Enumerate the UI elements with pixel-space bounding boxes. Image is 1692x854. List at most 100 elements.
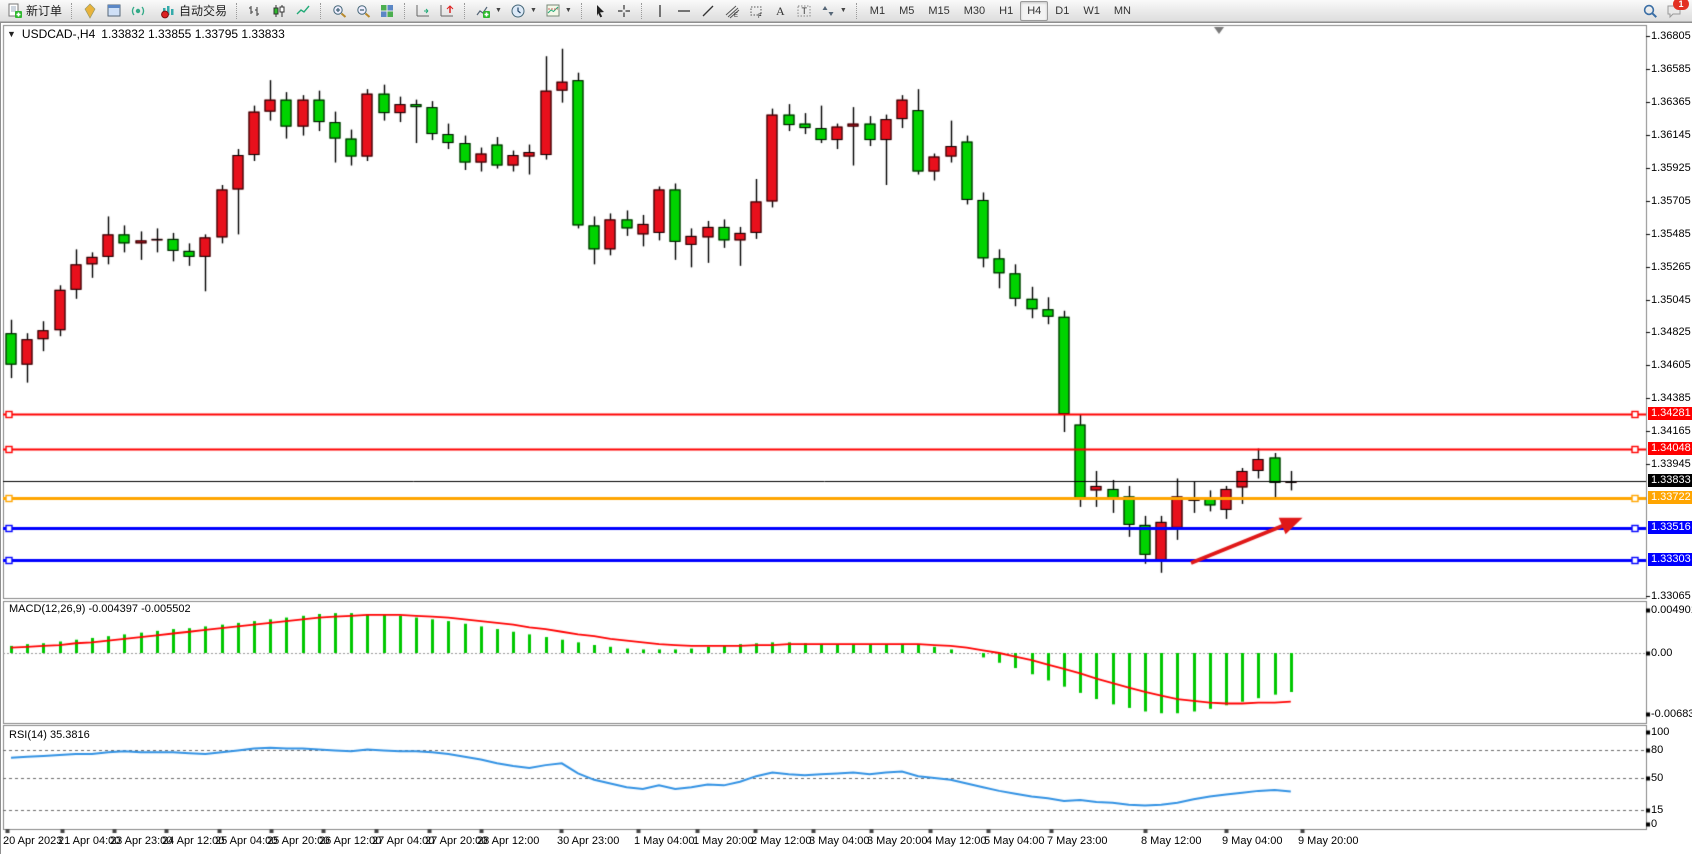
chat-button[interactable]: 1 — [1666, 0, 1689, 19]
timeframe-button-m30[interactable]: M30 — [963, 4, 986, 17]
period-button[interactable]: ▼ — [506, 0, 541, 21]
vertical-line-button[interactable] — [648, 0, 672, 21]
time-axis-label: 1 May 20:00 — [693, 835, 754, 847]
template-button[interactable]: ▼ — [541, 0, 576, 21]
time-axis-label: 3 May 04:00 — [809, 835, 870, 847]
new-order-icon — [7, 3, 23, 19]
price-axis-label: 1.36585 — [1651, 63, 1691, 75]
time-axis-label: 26 Apr 12:00 — [319, 835, 382, 847]
tile-windows-button[interactable] — [375, 0, 399, 21]
market-watch-icon — [82, 3, 98, 19]
rsi-axis-label: 0 — [1651, 818, 1658, 830]
timeframe-button-h1[interactable]: H1 — [999, 4, 1014, 17]
time-axis-label: 27 Apr 20:00 — [425, 835, 488, 847]
zoom-in-button[interactable] — [327, 0, 351, 21]
macd-axis-label: -0.006838 — [1651, 708, 1692, 720]
auto-scroll-button[interactable] — [411, 0, 435, 21]
chart-title[interactable]: ▼ USDCAD-,H4 1.33832 1.33855 1.33795 1.3… — [7, 27, 285, 41]
price-axis-label: 1.33065 — [1651, 590, 1691, 602]
time-axis-label: 21 Apr 04:00 — [58, 835, 121, 847]
timeframe-toolbar: M1 M5 M15 M30 H1 H4 D1 W1 MN — [860, 0, 1141, 22]
toolbar-separator — [464, 2, 466, 19]
svg-text:T: T — [801, 6, 807, 16]
time-axis-label: 3 May 20:00 — [867, 835, 928, 847]
time-axis-label: 4 May 12:00 — [926, 835, 987, 847]
navigator-icon — [106, 3, 122, 19]
time-axis-label: 27 Apr 04:00 — [372, 835, 435, 847]
chart-window: ▼ USDCAD-,H4 1.33832 1.33855 1.33795 1.3… — [0, 22, 1692, 854]
autotrading-button[interactable]: 自动交易 — [156, 0, 231, 21]
search-icon[interactable] — [1642, 3, 1658, 19]
navigator-button[interactable] — [102, 0, 126, 21]
zoom-out-button[interactable] — [351, 0, 375, 21]
rsi-axis-label: 100 — [1651, 726, 1670, 738]
timeframe-button-m15[interactable]: M15 — [928, 4, 950, 17]
timeframe-button-m5[interactable]: M5 — [899, 4, 915, 17]
trendline-button[interactable] — [696, 0, 720, 21]
macd-axis-label: 0.00 — [1651, 647, 1673, 659]
new-order-label: 新订单 — [26, 4, 63, 18]
time-axis-label: 30 Apr 23:00 — [557, 835, 620, 847]
timeframe-button-w1[interactable]: W1 — [1083, 4, 1100, 17]
line-chart-button[interactable] — [291, 0, 315, 21]
price-axis-label: 1.35485 — [1651, 228, 1691, 240]
add-indicator-icon — [475, 3, 491, 19]
chart-ohlc-values: 1.33832 1.33855 1.33795 1.33833 — [101, 27, 285, 41]
rsi-axis-label: 15 — [1651, 804, 1664, 816]
dropdown-caret-icon: ▼ — [839, 7, 847, 14]
signal-button[interactable] — [126, 0, 150, 21]
price-axis-label: 1.36365 — [1651, 96, 1691, 108]
price-axis-label: 1.34385 — [1651, 392, 1691, 404]
level-price-badge: 1.33516 — [1648, 521, 1692, 534]
dropdown-caret-icon: ▼ — [529, 7, 537, 14]
timeframe-button-mn[interactable]: MN — [1113, 4, 1131, 17]
add-indicator-button[interactable]: ▼ — [471, 0, 506, 21]
bar-chart-button[interactable] — [243, 0, 267, 21]
time-axis-label: 5 May 04:00 — [984, 835, 1045, 847]
price-axis-label: 1.36805 — [1651, 30, 1691, 42]
candlestick-chart-button[interactable] — [267, 0, 291, 21]
line-chart-icon — [295, 3, 311, 19]
current-price-badge: 1.33833 — [1648, 474, 1692, 487]
time-axis-label: 2 May 12:00 — [751, 835, 812, 847]
dropdown-caret-icon: ▼ — [495, 7, 502, 14]
cursor-button[interactable] — [588, 0, 612, 21]
toolbar-separator — [855, 2, 858, 19]
tile-windows-icon — [379, 3, 395, 19]
timeframe-button-h4[interactable]: H4 — [1020, 0, 1049, 21]
chart-shift-button[interactable] — [435, 0, 459, 21]
svg-text:E: E — [734, 13, 738, 19]
channel-icon: F — [748, 3, 764, 19]
horizontal-line-icon — [676, 3, 692, 19]
crosshair-button[interactable] — [612, 0, 636, 21]
channel-button[interactable]: F — [744, 0, 768, 21]
time-axis-label: 8 May 12:00 — [1141, 835, 1202, 847]
rsi-axis-label: 80 — [1651, 744, 1664, 756]
arrows-icon — [820, 3, 836, 19]
arrows-button[interactable]: ▼ — [816, 0, 851, 21]
timeframe-button-m1[interactable]: M1 — [869, 4, 886, 17]
level-price-badge: 1.34281 — [1648, 407, 1692, 420]
price-chart-canvas[interactable] — [1, 23, 1692, 854]
level-price-badge: 1.33722 — [1648, 491, 1692, 504]
dropdown-caret-icon: ▼ — [564, 7, 572, 14]
text-button[interactable]: A — [768, 0, 792, 21]
price-axis-label: 1.35925 — [1651, 162, 1691, 174]
new-order-button[interactable]: 新订单 — [3, 0, 66, 21]
toolbar-separator — [71, 2, 73, 19]
autotrading-label: 自动交易 — [179, 4, 228, 18]
fibonacci-button[interactable]: E — [720, 0, 744, 21]
chart-symbol-period: USDCAD-,H4 — [21, 27, 96, 41]
crosshair-icon — [616, 3, 632, 19]
toolbar-separator — [320, 2, 322, 19]
horizontal-line-button[interactable] — [672, 0, 696, 21]
chart-menu-triangle-icon[interactable]: ▼ — [7, 29, 16, 39]
timeframe-button-d1[interactable]: D1 — [1055, 4, 1070, 17]
candlestick-icon — [271, 3, 287, 19]
label-button[interactable]: T — [792, 0, 816, 21]
time-axis-label: 1 May 04:00 — [634, 835, 695, 847]
time-axis-label: 25 Apr 20:00 — [267, 835, 330, 847]
fibonacci-icon: E — [724, 3, 740, 19]
price-axis-label: 1.34825 — [1651, 326, 1691, 338]
market-watch-button[interactable] — [78, 0, 102, 21]
